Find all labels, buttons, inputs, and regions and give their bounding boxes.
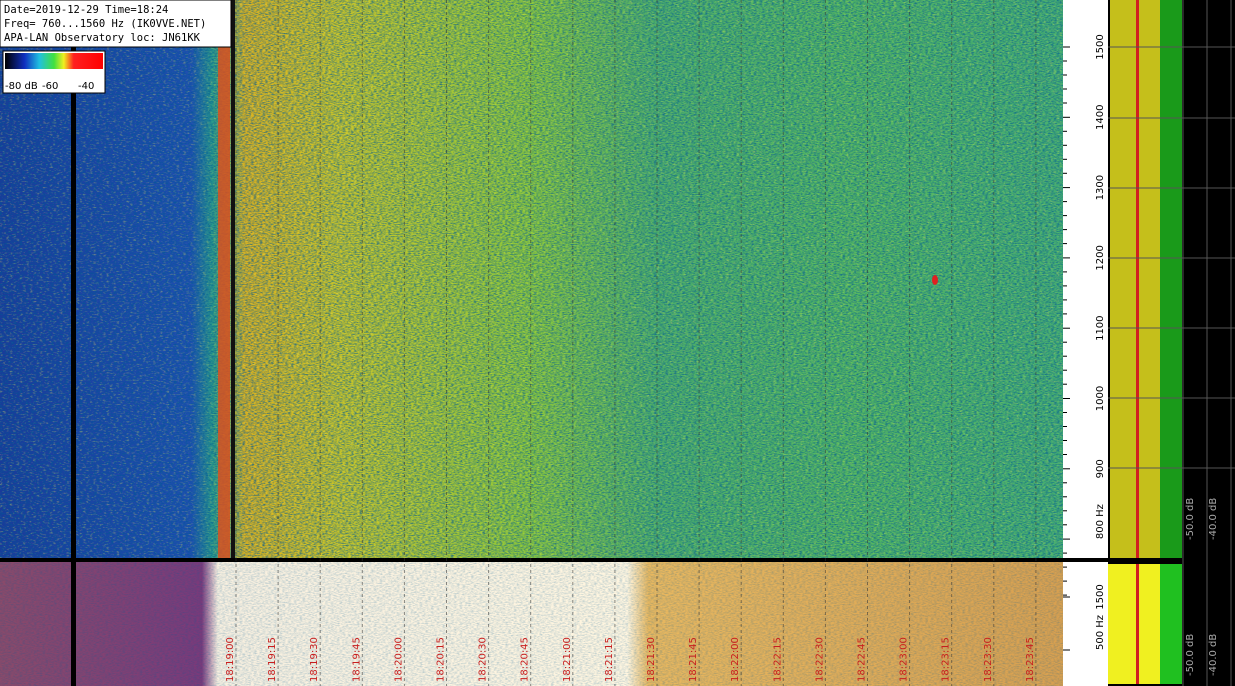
frequency-label: 500 Hz — [1095, 615, 1106, 650]
frequency-label: 1500 — [1095, 584, 1106, 609]
time-label: 18:21:15 — [604, 637, 615, 682]
spectrum-trace — [1110, 0, 1160, 558]
lower-spectrum-trace — [1108, 564, 1160, 684]
spectrum-trace-2 — [1160, 0, 1182, 558]
frequency-label: 1200 — [1095, 245, 1106, 270]
carrier-line — [71, 562, 76, 686]
frequency-axis — [1063, 0, 1108, 686]
gap-line — [231, 0, 235, 686]
time-label: 18:21:45 — [688, 637, 699, 682]
spectrum-scale-label: -40.0 dB — [1208, 634, 1219, 676]
color-bar — [5, 53, 103, 69]
frequency-label: 1100 — [1095, 315, 1106, 340]
spectrum-grid — [1108, 0, 1235, 686]
time-label: 18:19:45 — [351, 637, 362, 682]
time-label: 18:22:30 — [814, 637, 825, 682]
lower-spectrum-trace-2 — [1160, 564, 1182, 684]
time-label: 18:21:00 — [562, 637, 573, 682]
time-label: 18:23:45 — [1025, 637, 1036, 682]
time-label: 18:23:15 — [941, 637, 952, 682]
frequency-label: 900 — [1095, 459, 1106, 478]
time-label: 18:21:30 — [646, 637, 657, 682]
time-label: 18:22:15 — [772, 637, 783, 682]
time-label: 18:19:30 — [309, 637, 320, 682]
header-box — [0, 0, 232, 48]
separator — [0, 558, 1063, 562]
time-label: 18:23:30 — [983, 637, 994, 682]
time-label: 18:20:30 — [478, 637, 489, 682]
frequency-label: 1500 — [1095, 34, 1106, 59]
frequency-label: 1400 — [1095, 105, 1106, 130]
lower-noise — [0, 562, 1063, 686]
time-label: 18:22:45 — [857, 637, 868, 682]
time-label: 18:19:00 — [225, 637, 236, 682]
time-label: 18:22:00 — [730, 637, 741, 682]
header-line: Date=2019-12-29 Time=18:24 — [4, 4, 168, 16]
separator — [1063, 558, 1108, 562]
frequency-label: 1300 — [1095, 175, 1106, 200]
spectrum-scale-label: -40.0 dB — [1208, 498, 1219, 540]
frequency-label: 1000 — [1095, 386, 1106, 411]
time-label: 18:20:15 — [436, 637, 447, 682]
time-label: 18:20:45 — [520, 637, 531, 682]
lower-peak-trace — [1136, 564, 1139, 684]
color-bar-label: -60 — [42, 81, 58, 92]
peak-trace — [1136, 0, 1139, 558]
header-line: Freq= 760...1560 Hz (IK0VVE.NET) — [4, 18, 206, 30]
spectrum-scale-label: -50.0 dB — [1185, 498, 1196, 540]
band-edge — [218, 0, 230, 558]
frequency-label: 800 Hz — [1095, 504, 1106, 539]
time-label: 18:19:15 — [267, 637, 278, 682]
waterfall-speckle — [0, 0, 1063, 558]
time-label: 18:23:00 — [899, 637, 910, 682]
carrier-line — [71, 0, 76, 686]
color-bar-label: -40 — [78, 81, 94, 92]
signal-spot — [932, 275, 938, 285]
time-label: 18:20:00 — [393, 637, 404, 682]
header-line: APA-LAN Observatory loc: JN61KK — [4, 32, 201, 44]
color-bar-label: -80 dB — [5, 81, 38, 92]
spectrum-scale-label: -50.0 dB — [1185, 634, 1196, 676]
